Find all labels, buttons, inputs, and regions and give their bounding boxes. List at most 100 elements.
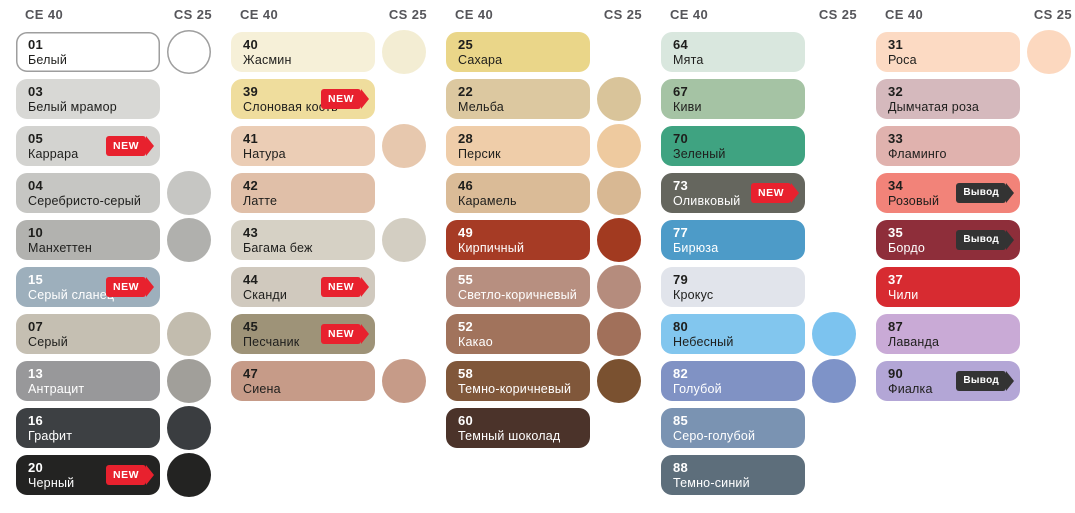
color-swatch: 73 Оливковый NEW	[661, 173, 805, 213]
color-swatch: 80 Небесный	[661, 314, 805, 354]
color-name: Бирюза	[673, 241, 719, 255]
new-badge: NEW	[751, 183, 799, 203]
discontinued-badge: Вывод	[956, 371, 1014, 391]
color-swatch: 01 Белый	[16, 32, 160, 72]
color-swatch: 88 Темно-синий	[661, 455, 805, 495]
color-row: 87 Лаванда	[876, 314, 1075, 354]
color-swatch: 79 Крокус	[661, 267, 805, 307]
color-row: 55 Светло-коричневый	[446, 265, 645, 309]
color-code: 03	[28, 84, 44, 99]
color-swatch: 82 Голубой	[661, 361, 805, 401]
color-swatch: 40 Жасмин	[231, 32, 375, 72]
cs25-circle	[597, 312, 641, 356]
color-name: Дымчатая роза	[888, 100, 980, 114]
color-name: Мельба	[458, 100, 504, 114]
color-code: 88	[673, 460, 689, 475]
cs25-circle	[167, 171, 211, 215]
color-swatch: 77 Бирюза	[661, 220, 805, 260]
color-code: 33	[888, 131, 904, 146]
color-code: 43	[243, 225, 259, 240]
color-code: 46	[458, 178, 474, 193]
cs25-circle	[597, 265, 641, 309]
color-row: 60 Темный шоколад	[446, 408, 645, 448]
color-name: Чили	[888, 288, 919, 302]
column-header: CE 40 CS 25	[670, 8, 857, 22]
color-code: 22	[458, 84, 474, 99]
color-palette-chart: CE 40 CS 25 01 Белый 03 Белый мрамор 05 …	[16, 0, 1075, 502]
color-code: 85	[673, 413, 689, 428]
color-row: 40 Жасмин	[231, 30, 430, 74]
color-swatch: 60 Темный шоколад	[446, 408, 590, 448]
color-row: 28 Персик	[446, 124, 645, 168]
cs25-circle	[812, 312, 856, 356]
discontinued-badge: Вывод	[956, 183, 1014, 203]
color-swatch: 03 Белый мрамор	[16, 79, 160, 119]
color-row: 41 Натура	[231, 124, 430, 168]
color-row: 13 Антрацит	[16, 359, 215, 403]
ce40-header: CE 40	[885, 7, 924, 22]
color-row: 39 Слоновая кость NEW	[231, 79, 430, 119]
color-code: 07	[28, 319, 44, 334]
color-code: 39	[243, 84, 259, 99]
color-swatch: 13 Антрацит	[16, 361, 160, 401]
color-row: 73 Оливковый NEW	[661, 173, 860, 213]
cs25-circle	[167, 30, 211, 74]
rows: 01 Белый 03 Белый мрамор 05 Каррара NEW …	[16, 30, 215, 497]
color-row: 85 Серо-голубой	[661, 408, 860, 448]
color-row: 45 Песчаник NEW	[231, 314, 430, 354]
color-row: 01 Белый	[16, 30, 215, 74]
color-swatch: 35 Бордо Вывод	[876, 220, 1020, 260]
color-swatch: 37 Чили	[876, 267, 1020, 307]
color-code: 16	[28, 413, 44, 428]
color-row: 05 Каррара NEW	[16, 126, 215, 166]
cs25-circle	[597, 124, 641, 168]
cs25-header: CS 25	[388, 7, 427, 22]
color-row: 44 Сканди NEW	[231, 267, 430, 307]
color-row: 07 Серый	[16, 312, 215, 356]
rows: 25 Сахара 22 Мельба 28 Персик 46 Карамел…	[446, 32, 645, 448]
color-name: Персик	[458, 147, 501, 161]
color-name: Серо-голубой	[673, 429, 756, 443]
color-swatch: 04 Серебристо-серый	[16, 173, 160, 213]
cs25-circle	[597, 77, 641, 121]
color-name: Зеленый	[673, 147, 726, 161]
color-swatch: 44 Сканди NEW	[231, 267, 375, 307]
color-row: 03 Белый мрамор	[16, 79, 215, 119]
color-code: 82	[673, 366, 689, 381]
color-name: Манхеттен	[28, 241, 93, 255]
new-badge: NEW	[321, 277, 369, 297]
color-code: 70	[673, 131, 689, 146]
color-name: Белый	[28, 53, 68, 67]
color-name: Светло-коричневый	[458, 288, 577, 302]
color-name: Оливковый	[673, 194, 741, 208]
color-swatch: 87 Лаванда	[876, 314, 1020, 354]
color-code: 04	[28, 178, 44, 193]
cs25-circle	[167, 312, 211, 356]
color-row: 49 Кирпичный	[446, 218, 645, 262]
color-row: 64 Мята	[661, 32, 860, 72]
color-name: Небесный	[673, 335, 734, 349]
cs25-header: CS 25	[173, 7, 212, 22]
color-row: 79 Крокус	[661, 267, 860, 307]
color-name: Графит	[28, 429, 73, 443]
palette-column: CE 40 CS 25 31 Роса 32 Дымчатая роза 33 …	[860, 0, 1075, 502]
color-swatch: 10 Манхеттен	[16, 220, 160, 260]
color-name: Фламинго	[888, 147, 947, 161]
ce40-header: CE 40	[240, 7, 279, 22]
color-row: 37 Чили	[876, 267, 1075, 307]
color-swatch: 41 Натура	[231, 126, 375, 166]
cs25-circle	[382, 30, 426, 74]
color-swatch: 46 Карамель	[446, 173, 590, 213]
color-code: 45	[243, 319, 259, 334]
color-swatch: 58 Темно-коричневый	[446, 361, 590, 401]
color-code: 01	[28, 37, 44, 52]
cs25-circle	[382, 359, 426, 403]
color-code: 55	[458, 272, 474, 287]
color-row: 32 Дымчатая роза	[876, 79, 1075, 119]
color-code: 25	[458, 37, 474, 52]
color-row: 47 Сиена	[231, 359, 430, 403]
color-row: 34 Розовый Вывод	[876, 173, 1075, 213]
cs25-circle	[167, 359, 211, 403]
color-name: Сиена	[243, 382, 281, 396]
color-code: 40	[243, 37, 259, 52]
